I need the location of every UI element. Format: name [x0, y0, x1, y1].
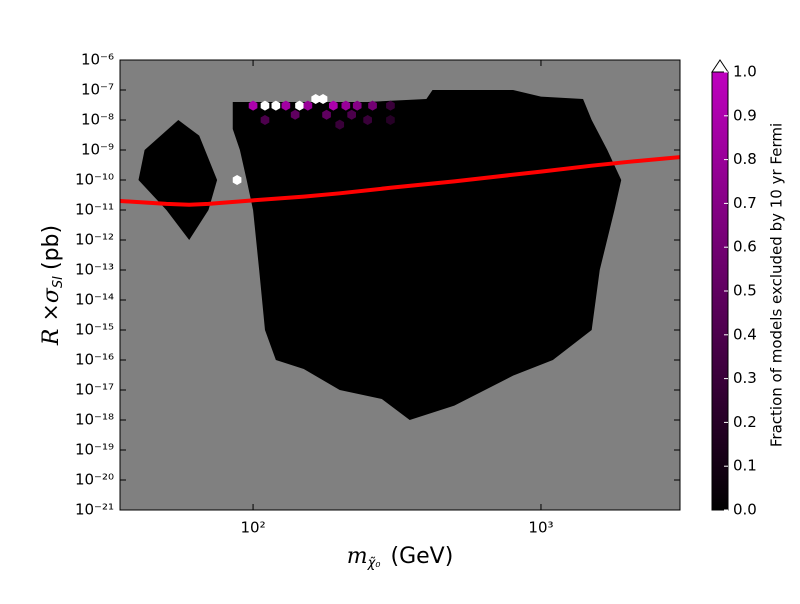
hex-cell	[281, 100, 291, 111]
y-tick-label: 10⁻⁶	[81, 51, 114, 69]
hex-cell	[386, 115, 395, 125]
hex-cell	[295, 100, 304, 111]
hex-cell	[341, 100, 351, 111]
colorbar-tick-label: 0.9	[733, 106, 757, 124]
colorbar-tick-label: 1.0	[733, 63, 757, 81]
colorbar-tick-label: 0.4	[733, 325, 757, 343]
y-tick-label: 10⁻²¹	[75, 501, 114, 519]
hex-cell	[290, 109, 300, 120]
colorbar-tick-label: 0.8	[733, 150, 757, 168]
y-tick-label: 10⁻⁸	[81, 111, 114, 129]
colorbar-tick-label: 0.0	[733, 501, 757, 519]
hex-cell	[352, 100, 362, 111]
colorbar-label: Fraction of models excluded by 10 yr Fer…	[768, 123, 786, 447]
y-tick-label: 10⁻²⁰	[75, 471, 114, 489]
y-tick-label: 10⁻¹⁹	[75, 441, 114, 459]
hex-cell	[368, 100, 377, 111]
hex-cell	[347, 109, 356, 120]
hex-cell	[386, 100, 395, 111]
y-tick-label: 10⁻¹⁸	[75, 411, 114, 429]
hex-cell	[303, 100, 313, 111]
hexbin-region	[138, 120, 218, 240]
hex-cell	[328, 100, 338, 111]
y-label-main: R ×σ	[39, 287, 64, 346]
y-tick-label: 10⁻¹⁰	[75, 171, 114, 189]
plot-frame	[119, 59, 681, 511]
x-label-main: m	[347, 544, 368, 569]
hex-cell	[363, 115, 372, 125]
colorbar-tick-label: 0.1	[733, 457, 757, 475]
x-label-sub: χ̃₀	[367, 556, 382, 571]
hex-cell	[271, 100, 281, 111]
y-tick-label: 10⁻¹¹	[75, 201, 114, 219]
colorbar-tick-label: 0.3	[733, 369, 757, 387]
colorbar-tick-label: 0.2	[733, 413, 757, 431]
hex-cell	[322, 109, 331, 120]
hex-cell	[335, 119, 345, 130]
y-tick-label: 10⁻¹⁶	[75, 351, 114, 369]
y-tick-label: 10⁻¹⁷	[75, 381, 114, 399]
y-label-sub: SI	[51, 276, 66, 288]
x-label-unit: (GeV)	[390, 544, 453, 569]
hex-cell	[318, 94, 328, 105]
plot-area	[120, 90, 680, 420]
x-tick-label: 10³	[528, 519, 553, 537]
limit-curve	[120, 155, 680, 207]
y-tick-label: 10⁻¹³	[75, 261, 114, 279]
y-tick-label: 10⁻¹⁵	[75, 321, 114, 339]
hex-cell	[248, 100, 258, 111]
y-tick-label: 10⁻¹²	[75, 231, 114, 249]
colorbar-tick-label: 0.6	[733, 238, 757, 256]
y-tick-label: 10⁻⁷	[81, 81, 114, 99]
x-tick-label: 10²	[241, 519, 266, 537]
y-axis-label: R ×σSI (pb)	[39, 225, 66, 346]
y-tick-label: 10⁻¹⁴	[75, 291, 114, 309]
y-label-unit: (pb)	[39, 225, 64, 270]
hex-cell	[260, 100, 270, 111]
colorbar-tick-label: 0.5	[733, 282, 757, 300]
hex-cell	[311, 94, 321, 105]
hex-cell	[232, 175, 242, 185]
colorbar-extension	[711, 59, 729, 73]
x-axis-label: mχ̃₀ (GeV)	[347, 544, 454, 571]
y-tick-label: 10⁻⁹	[81, 141, 114, 159]
colorbar-tick-label: 0.7	[733, 194, 757, 212]
hex-cell	[260, 115, 270, 125]
